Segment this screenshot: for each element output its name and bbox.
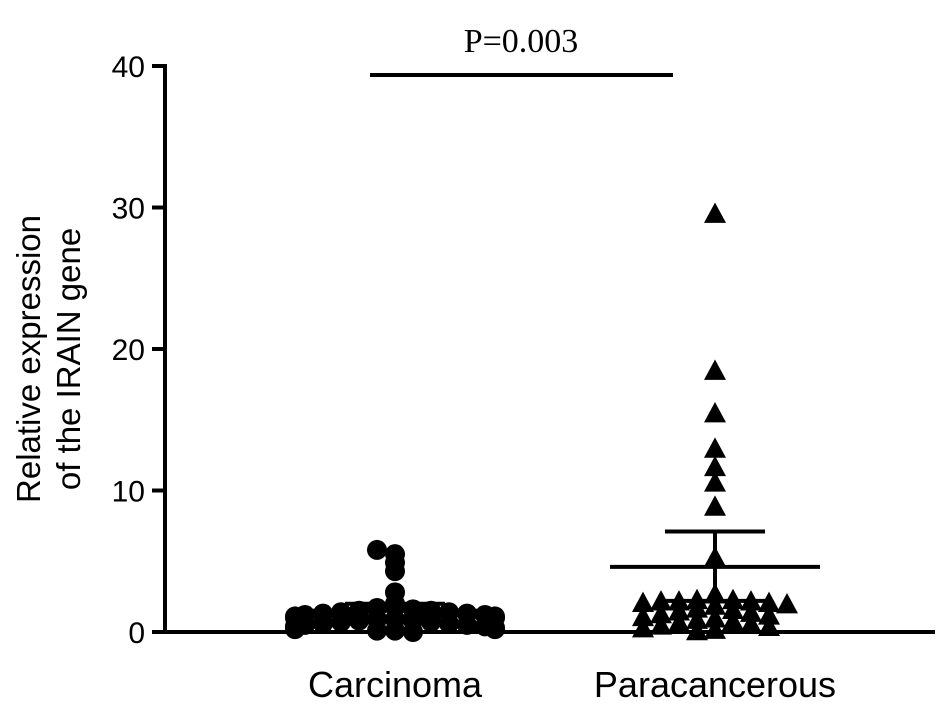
data-point-triangle (758, 604, 780, 625)
data-point-circle (485, 619, 505, 640)
data-point-triangle (704, 594, 726, 615)
x-category-label: Carcinoma (308, 664, 483, 705)
data-points (285, 202, 798, 642)
data-point-circle (457, 614, 477, 635)
data-point-triangle (758, 591, 780, 612)
y-tick-label: 40 (112, 51, 145, 84)
data-point-circle (313, 613, 333, 634)
data-point-triangle (650, 614, 672, 635)
data-point-triangle (704, 607, 726, 628)
data-point-triangle (686, 619, 708, 641)
y-axis-title-line: of the IRAIN gene (50, 228, 87, 490)
significance-annotation: P=0.003 (370, 23, 673, 77)
data-point-triangle (704, 401, 726, 423)
data-point-triangle (704, 495, 726, 516)
data-point-triangle (650, 590, 672, 611)
y-tick-label: 20 (112, 334, 145, 367)
data-point-triangle (632, 617, 654, 638)
data-point-circle (385, 561, 405, 582)
data-point-circle (403, 622, 423, 642)
data-point-circle (367, 620, 387, 641)
labels: Relative expression of the IRAIN gene Carc… (10, 215, 836, 705)
data-point-triangle (722, 609, 744, 631)
data-point-triangle (704, 618, 726, 639)
data-point-circle (385, 620, 405, 641)
y-ticks: 0 10 20 30 40 (112, 51, 165, 650)
data-point-circle (439, 613, 459, 634)
data-point-triangle (632, 605, 654, 627)
data-point-triangle (704, 359, 726, 380)
data-point-triangle (668, 611, 690, 632)
data-point-triangle (704, 202, 726, 223)
data-point-triangle (686, 597, 708, 618)
data-point-triangle (704, 471, 726, 492)
data-point-triangle (704, 437, 726, 458)
data-point-circle (349, 610, 369, 631)
data-point-triangle (704, 455, 726, 477)
data-point-circle (285, 619, 305, 640)
data-point-triangle (650, 602, 672, 624)
x-category-label: Paracancerous (594, 664, 836, 705)
data-point-triangle (776, 593, 798, 614)
mean-sem-bars (290, 529, 820, 619)
data-point-triangle (686, 608, 708, 629)
y-tick-label: 30 (112, 193, 145, 226)
data-point-triangle (722, 598, 744, 620)
y-tick-label: 0 (128, 617, 145, 650)
data-point-triangle (758, 615, 780, 637)
p-value-label: P=0.003 (464, 23, 579, 60)
data-point-triangle (740, 601, 762, 622)
data-point-triangle (668, 600, 690, 621)
data-point-triangle (740, 612, 762, 634)
data-point-circle (367, 539, 387, 560)
y-axis-title-line: Relative expression (10, 215, 47, 503)
axes (163, 64, 935, 634)
data-point-triangle (632, 591, 654, 612)
y-tick-label: 10 (112, 476, 145, 509)
